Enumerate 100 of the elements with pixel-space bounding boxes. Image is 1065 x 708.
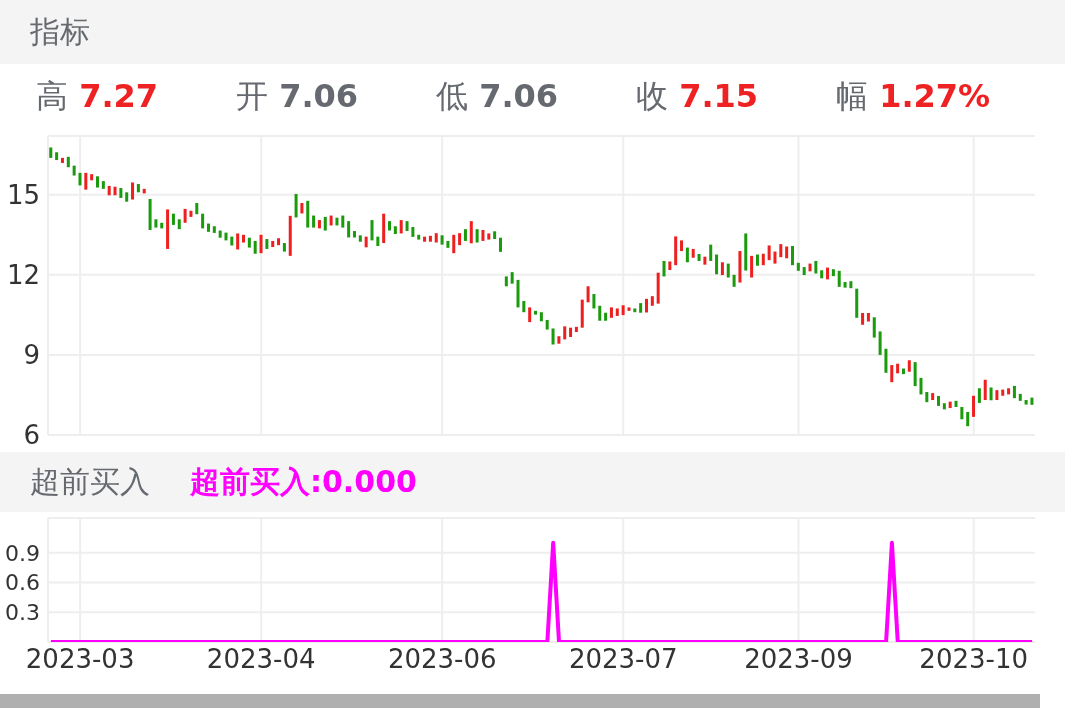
y-tick-label: 0.9 [5, 540, 40, 566]
candlestick [907, 360, 911, 372]
candlestick [475, 229, 479, 243]
candlestick [55, 152, 59, 161]
candlestick [49, 147, 53, 158]
candlestick [399, 220, 403, 234]
candlestick [347, 221, 351, 238]
candlestick [370, 220, 374, 241]
candlestick [306, 200, 310, 228]
candlestick [633, 308, 637, 313]
candlestick [896, 363, 900, 374]
candlestick [335, 217, 339, 226]
candlestick [212, 226, 216, 233]
candlestick [136, 184, 140, 193]
candlestick [510, 272, 514, 284]
candlestick [942, 403, 946, 410]
candlestick [720, 262, 724, 276]
text: 幅 1.27% [836, 77, 991, 115]
text: 收 7.15 [636, 77, 759, 115]
candlestick [831, 269, 835, 277]
candlestick [201, 213, 205, 229]
candlestick [539, 312, 543, 322]
candlestick [60, 157, 64, 163]
candlestick [463, 229, 467, 241]
candlestick [796, 262, 800, 271]
candlestick [166, 209, 170, 249]
candlestick [808, 263, 812, 272]
candlestick [218, 230, 222, 238]
candlestick [504, 276, 508, 287]
candlestick [983, 379, 987, 401]
candlestick [265, 239, 269, 249]
candlestick [388, 221, 392, 231]
candlestick [417, 234, 421, 240]
candlestick [329, 215, 333, 226]
candlestick [393, 226, 397, 234]
candlestick [125, 192, 129, 202]
candlestick [487, 233, 491, 240]
candlestick [452, 234, 456, 254]
candlestick [551, 328, 555, 345]
candlestick [469, 221, 473, 244]
candlestick [300, 203, 304, 214]
candlestick [621, 305, 625, 316]
candlestick [224, 232, 228, 241]
candlestick [446, 240, 450, 248]
candlestick [732, 274, 736, 287]
candlestick [282, 243, 286, 252]
candlestick [259, 234, 263, 254]
candlestick [972, 395, 976, 417]
candlestick [697, 254, 701, 261]
candlestick [644, 298, 648, 313]
candlestick [66, 156, 70, 168]
candlestick [405, 221, 409, 232]
candlestick [230, 236, 234, 246]
candlestick [323, 216, 327, 231]
candlestick [960, 406, 964, 420]
candlestick [785, 246, 789, 259]
candlestick [802, 267, 806, 276]
x-tick-label: 2023-06 [387, 644, 497, 675]
candlestick [154, 219, 158, 228]
candlestick [872, 317, 876, 338]
candlestick [1001, 389, 1005, 396]
candlestick [557, 336, 561, 344]
candlestick [522, 300, 526, 313]
candlestick [1024, 400, 1028, 405]
candlestick [341, 215, 345, 228]
candlestick [598, 305, 602, 321]
candlestick [96, 176, 100, 188]
x-tick-label: 2023-07 [568, 644, 678, 675]
candlestick [84, 172, 88, 190]
candlestick [890, 365, 894, 383]
candlestick [586, 286, 590, 303]
candlestick [685, 247, 689, 263]
candlestick [569, 327, 573, 338]
candlestick [989, 387, 993, 401]
candlestick [481, 229, 485, 241]
y-tick-label: 6 [23, 420, 40, 451]
candlestick [1018, 393, 1022, 401]
candlestick [954, 400, 958, 407]
candlestick [977, 388, 981, 403]
x-tick-label: 2023-10 [919, 644, 1028, 675]
candlestick [767, 245, 771, 261]
candlestick [662, 260, 666, 277]
candlestick [516, 279, 520, 308]
candlestick [668, 261, 672, 271]
candlestick [440, 235, 444, 245]
candlestick [428, 235, 432, 242]
candlestick [866, 313, 870, 322]
candlestick [493, 231, 497, 240]
text: 高 7.27 [36, 77, 159, 115]
candlestick [574, 326, 578, 332]
candlestick [312, 215, 316, 228]
candlestick [680, 240, 684, 252]
text: 超前买入:0.000 [190, 462, 417, 501]
y-tick-label: 9 [23, 340, 40, 371]
candlestick [995, 390, 999, 401]
candlestick [434, 233, 438, 243]
candlestick [294, 193, 298, 218]
candlestick [1007, 388, 1011, 395]
candlestick [755, 254, 759, 266]
candlestick [376, 236, 380, 246]
